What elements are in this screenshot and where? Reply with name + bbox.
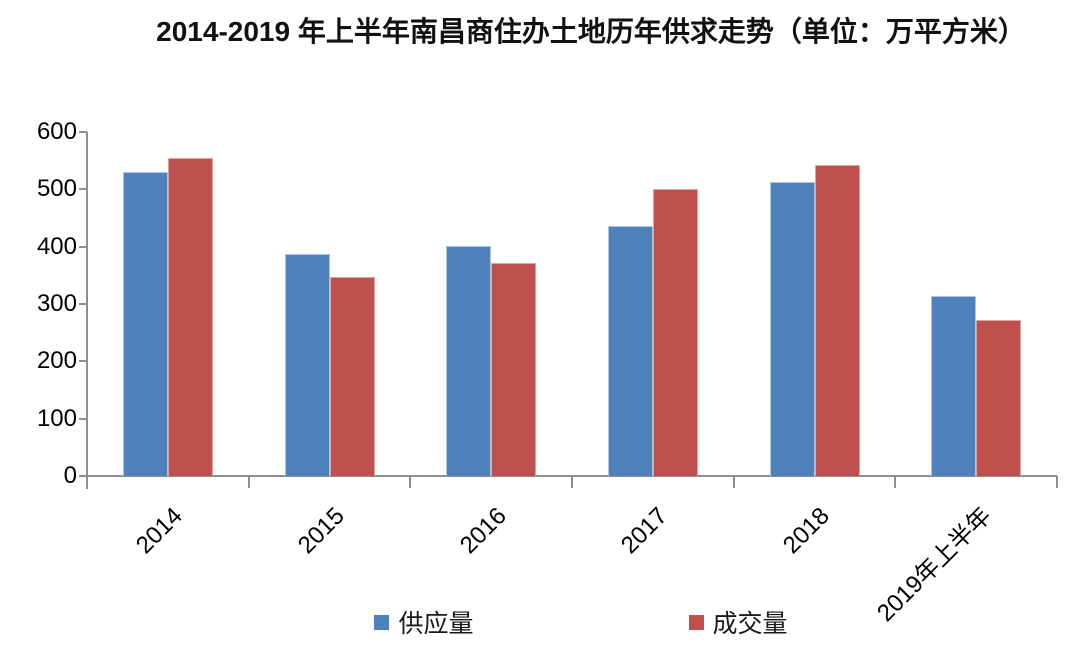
x-axis-line: [79, 475, 1057, 477]
bar-供应量-2014: [122, 172, 168, 476]
legend-item: 供应量: [374, 604, 474, 640]
bar-供应量-2019年上半年: [931, 295, 977, 476]
y-tick-label: 0: [63, 462, 77, 489]
legend-label: 成交量: [712, 610, 788, 638]
bar-供应量-2017: [607, 226, 653, 476]
x-category-label: 2016: [454, 502, 512, 560]
y-tick-mark: [79, 360, 87, 363]
bar-供应量-2015: [284, 254, 330, 476]
bar-供应量-2018: [769, 181, 815, 476]
y-tick-mark: [79, 303, 87, 305]
y-tick-mark: [79, 131, 87, 133]
x-tick-mark: [86, 476, 88, 488]
x-category-label: 2014: [131, 502, 189, 560]
x-tick-mark: [732, 476, 735, 488]
bar-成交量-2014: [167, 157, 213, 476]
y-tick-mark: [79, 417, 87, 420]
x-tick-mark: [247, 476, 250, 488]
bar-成交量-2019年上半年: [976, 320, 1022, 476]
legend: 供应量 成交量: [82, 604, 1080, 640]
x-category-label: 2017: [616, 502, 674, 560]
bar-成交量-2017: [652, 189, 698, 476]
bar-供应量-2016: [446, 245, 492, 476]
x-category-label: 2015: [293, 502, 350, 560]
legend-label: 供应量: [398, 610, 474, 638]
bar-成交量-2018: [814, 164, 860, 476]
y-tick-label: 600: [36, 118, 77, 145]
legend-swatch-icon: [374, 614, 390, 630]
x-category-label: 2018: [778, 502, 835, 560]
legend-swatch-icon: [688, 614, 704, 630]
y-tick-mark: [79, 475, 87, 477]
y-axis-line: [86, 132, 88, 489]
y-tick-mark: [79, 245, 87, 248]
y-tick-label: 300: [36, 290, 77, 317]
bar-成交量-2016: [491, 262, 537, 476]
x-tick-mark: [409, 476, 412, 488]
x-tick-mark: [571, 476, 573, 488]
legend-item: 成交量: [688, 604, 788, 640]
y-tick-label: 100: [36, 404, 77, 432]
x-tick-mark: [894, 476, 897, 488]
y-tick-label: 200: [36, 347, 77, 375]
y-tick-label: 400: [36, 232, 77, 260]
x-tick-mark: [1056, 476, 1058, 488]
y-tick-label: 500: [36, 175, 77, 203]
chart-title: 2014-2019 年上半年南昌商住办土地历年供求走势（单位：万平方米）: [156, 16, 1026, 47]
y-tick-mark: [79, 188, 87, 191]
bar-成交量-2015: [329, 277, 375, 476]
